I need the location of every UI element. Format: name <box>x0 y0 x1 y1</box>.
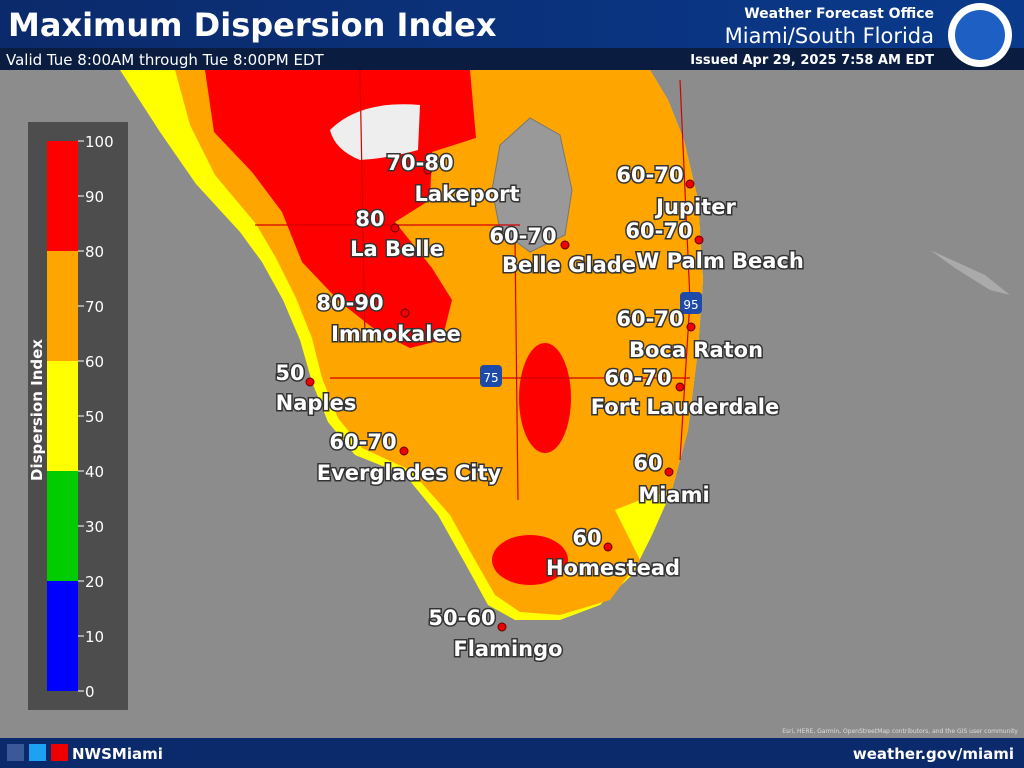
header <box>0 0 1024 48</box>
legend-band <box>47 361 78 471</box>
youtube-icon[interactable] <box>51 744 68 761</box>
social-handle[interactable]: NWSMiami <box>72 745 163 763</box>
city-name: Boca Raton <box>629 338 763 362</box>
city-value: 60-70 <box>616 307 683 331</box>
legend-tick-label: 50 <box>85 408 104 426</box>
issued: Issued Apr 29, 2025 7:58 AM EDT <box>690 53 934 68</box>
legend-tick-label: 10 <box>85 628 104 646</box>
city-value: 70-80 <box>386 151 453 175</box>
city-dot <box>675 382 685 392</box>
legend-tick-label: 100 <box>85 133 114 151</box>
city-value: 60-70 <box>329 430 396 454</box>
legend-tick-label: 0 <box>85 683 95 701</box>
city-dot <box>390 223 400 233</box>
roads <box>255 69 691 501</box>
legend-tick-label: 70 <box>85 298 104 316</box>
legend-tick-label: 30 <box>85 518 104 536</box>
legend-tick-label: 40 <box>85 463 104 481</box>
city-name: Immokalee <box>331 322 461 346</box>
city-name: Naples <box>276 391 357 415</box>
legend: 0 10 20 30 40 50 60 70 80 90 100 <box>47 133 114 701</box>
legend-tick-label: 90 <box>85 188 104 206</box>
city-name: Flamingo <box>453 637 562 661</box>
legend-tick-label: 60 <box>85 353 104 371</box>
city-value: 50 <box>275 361 304 385</box>
legend-tick-label: 80 <box>85 243 104 261</box>
city-dot <box>305 377 315 387</box>
city-name: Miami <box>638 483 709 507</box>
highway-shield <box>480 365 502 387</box>
twitter-icon[interactable] <box>29 744 46 761</box>
city-value: 50-60 <box>428 606 495 630</box>
legend-band <box>47 471 78 581</box>
city-value: 60-70 <box>616 163 683 187</box>
city-dot <box>423 165 433 175</box>
city-name: Everglades City <box>317 461 502 485</box>
city-dot <box>664 467 674 477</box>
city-value: 60-70 <box>489 224 556 248</box>
city-name: La Belle <box>350 237 444 261</box>
city-value: 60 <box>572 526 601 550</box>
city-dot <box>686 322 696 332</box>
location: Miami/South Florida <box>725 24 934 48</box>
legend-band <box>47 581 78 691</box>
footer <box>0 738 1024 768</box>
nws-logo-inner <box>955 10 1005 60</box>
city-value: 80 <box>355 207 384 231</box>
city-name: Jupiter <box>654 195 736 219</box>
city-value: 60 <box>633 451 662 475</box>
title: Maximum Dispersion Index <box>8 6 497 44</box>
city-dot <box>399 446 409 456</box>
city-labels: 70-80 Lakeport 80 La Belle 80-90 Immokalee 50 N… <box>274 150 805 663</box>
land <box>120 70 1010 620</box>
subheader <box>0 48 1024 70</box>
city-dot <box>694 235 704 245</box>
city-dot <box>560 240 570 250</box>
city-dot <box>497 622 507 632</box>
highway-label: 75 <box>483 371 498 385</box>
website[interactable]: weather.gov/miami <box>853 745 1014 763</box>
city-value: 60-70 <box>625 219 692 243</box>
highway-shield <box>680 292 702 314</box>
facebook-icon[interactable] <box>7 744 24 761</box>
city-dot <box>685 179 695 189</box>
legend-tick-label: 20 <box>85 573 104 591</box>
city-dot <box>400 308 410 318</box>
legend-title: Dispersion Index <box>28 339 46 481</box>
legend-band <box>47 251 78 361</box>
attribution: Esri, HERE, Garmin, OpenStreetMap contri… <box>782 728 1018 735</box>
city-value: 60-70 <box>604 366 671 390</box>
highway-label: 95 <box>683 298 698 312</box>
city-name: W Palm Beach <box>636 249 804 273</box>
city-name: Belle Glade <box>502 253 636 277</box>
city-name: Lakeport <box>414 182 519 206</box>
city-name: Fort Lauderdale <box>591 395 779 419</box>
valid-time: Valid Tue 8:00AM through Tue 8:00PM EDT <box>6 51 325 69</box>
city-name: Homestead <box>546 556 680 580</box>
legend-band <box>47 141 78 251</box>
office: Weather Forecast Office <box>744 6 934 22</box>
city-value: 80-90 <box>316 291 383 315</box>
city-dot <box>603 542 613 552</box>
